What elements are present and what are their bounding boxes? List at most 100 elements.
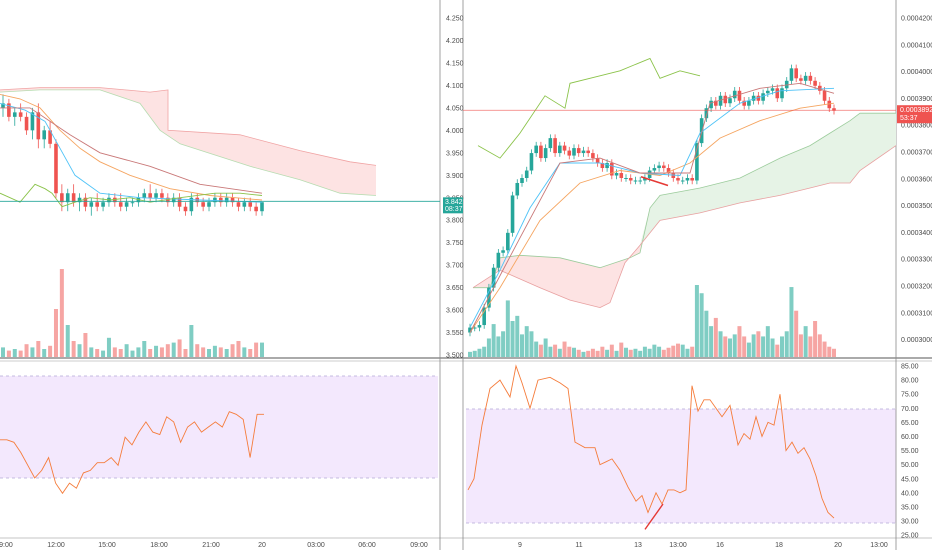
volume-bar <box>242 347 247 357</box>
candle <box>662 165 666 169</box>
volume-bar <box>195 344 200 357</box>
candle <box>714 100 718 106</box>
candle <box>1 103 5 108</box>
candle <box>737 90 742 101</box>
candle <box>756 95 761 101</box>
volume-bar <box>36 341 41 357</box>
volume-bar <box>652 344 657 357</box>
volume-bar <box>101 350 106 357</box>
volume-bar <box>642 346 647 357</box>
volume-bar <box>520 334 524 357</box>
volume-bar <box>124 344 129 357</box>
price-tick-label: 4.000 <box>446 128 464 135</box>
candle <box>699 118 704 144</box>
volume-bar <box>572 347 576 357</box>
candle <box>54 143 58 194</box>
volume-bar <box>130 350 135 357</box>
volume-bar <box>218 347 223 357</box>
price-tick-label: 3.750 <box>446 240 464 247</box>
volume-bar <box>505 300 510 357</box>
rsi-tick-label: 25.00 <box>901 533 919 540</box>
candle <box>482 307 486 326</box>
candle <box>472 327 477 329</box>
volume-bar <box>224 349 229 357</box>
moving-average-line <box>0 93 263 201</box>
volume-bar <box>756 331 761 357</box>
volume-bar <box>112 347 117 357</box>
volume-bar <box>709 326 714 357</box>
candle <box>685 178 690 181</box>
volume-bar <box>83 333 88 357</box>
volume-bar <box>501 331 506 357</box>
candle <box>491 267 496 288</box>
candle <box>553 138 557 154</box>
price-tick-label: 0.0003100 <box>901 310 932 317</box>
candle <box>633 180 638 182</box>
candle <box>567 150 572 156</box>
price-tick-label: 3.700 <box>446 263 464 270</box>
candle <box>562 145 567 151</box>
volume-bar <box>699 293 704 357</box>
volume-bar <box>183 349 188 357</box>
volume-bar <box>676 343 680 357</box>
volume-bar <box>48 345 53 357</box>
candle <box>236 202 241 207</box>
candle <box>77 197 82 203</box>
volume-bar <box>813 321 818 357</box>
volume-bar <box>260 342 264 357</box>
volume-bar <box>822 341 827 357</box>
rsi-tick-label: 30.00 <box>901 519 919 526</box>
candle <box>794 68 798 79</box>
candle <box>48 130 52 144</box>
rsi-tick-label: 75.00 <box>901 392 919 399</box>
volume-bar <box>600 346 605 357</box>
volume-bar <box>742 336 747 357</box>
candle <box>177 197 182 207</box>
volume-bar <box>624 347 628 357</box>
rsi-band-right <box>466 409 896 523</box>
candle <box>113 197 117 203</box>
candle <box>600 163 605 169</box>
volume-bar <box>567 346 572 357</box>
candle <box>780 88 784 99</box>
candle <box>189 197 194 212</box>
candle <box>832 108 836 111</box>
candle <box>101 202 105 207</box>
candle <box>218 197 223 203</box>
candle <box>742 100 746 106</box>
volume-bar <box>95 349 100 357</box>
price-tick-label: 0.0003500 <box>901 203 932 210</box>
candle <box>183 206 188 212</box>
volume-bar <box>619 342 624 357</box>
volume-bar <box>671 345 676 357</box>
ichimoku-cloud-red <box>473 207 650 308</box>
volume-bar <box>24 344 29 357</box>
volume-bar <box>482 346 487 357</box>
candle <box>728 98 732 104</box>
rsi-line <box>467 364 835 519</box>
volume-bar <box>59 269 64 357</box>
candle <box>520 178 524 183</box>
cloud-edge <box>0 87 377 166</box>
candle <box>142 193 147 198</box>
price-tick-label: 0.0004000 <box>901 69 932 76</box>
candle <box>213 197 217 203</box>
volume-bar <box>794 310 799 357</box>
candle <box>558 145 562 154</box>
rsi-tick-label: 55.00 <box>901 448 919 455</box>
time-tick-label: 03:00 <box>307 542 325 549</box>
volume-bar <box>136 347 141 357</box>
candle <box>260 202 264 212</box>
volume-bar <box>201 347 206 357</box>
last-price-value: 3.842 <box>445 199 463 206</box>
volume-bar <box>718 331 723 357</box>
volume-bar <box>543 338 548 357</box>
volume-bar <box>765 326 770 357</box>
last-price-countdown: 53:37 <box>900 115 918 122</box>
volume-bar <box>77 344 82 357</box>
candle <box>248 202 253 207</box>
volume-bar <box>557 348 562 357</box>
candle <box>775 88 780 99</box>
price-tick-label: 0.0003300 <box>901 257 932 264</box>
volume-bar <box>576 349 581 357</box>
